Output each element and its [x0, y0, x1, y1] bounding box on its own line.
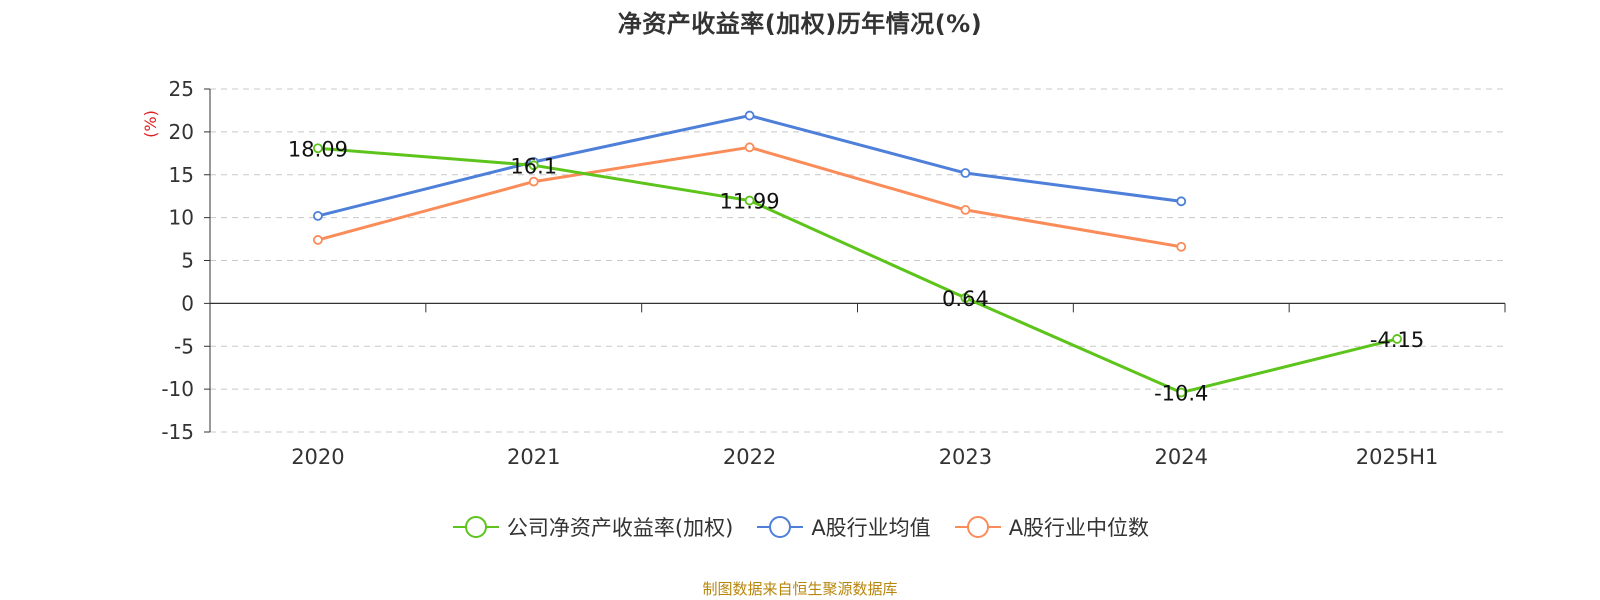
y-tick-label: 20 [169, 120, 194, 144]
y-tick-label: 10 [169, 206, 194, 230]
chart-title: 净资产收益率(加权)历年情况(%) [617, 10, 983, 38]
data-point-mean [744, 110, 755, 121]
data-point-company [960, 292, 971, 303]
y-tick-label: -10 [161, 377, 194, 401]
data-point-company [1176, 387, 1187, 398]
y-tick-label: 5 [181, 249, 194, 273]
data-point-mean [1176, 196, 1187, 207]
x-tick-label: 2020 [291, 445, 344, 469]
data-label: -4.15 [1370, 328, 1424, 352]
x-tick-label: 2022 [723, 445, 776, 469]
data-point-company [744, 195, 755, 206]
y-tick-label: 0 [181, 291, 194, 315]
y-axis-label: (%) [141, 110, 160, 138]
legend-item-company[interactable]: 公司净资产收益率(加权) [451, 512, 733, 542]
data-point-mean [313, 211, 323, 221]
x-tick-label: 2024 [1155, 445, 1208, 469]
data-point-median [744, 142, 755, 153]
data-label: 11.99 [720, 190, 780, 214]
y-tick-label: -5 [174, 334, 194, 358]
legend-item-mean[interactable]: A股行业均值 [755, 512, 931, 542]
data-label: -10.4 [1154, 382, 1208, 406]
y-tick-label: 25 [169, 77, 194, 101]
data-point-company [313, 143, 323, 154]
data-point-mean [960, 168, 971, 178]
data-point-company [528, 160, 539, 171]
legend-marker-median [954, 516, 1001, 538]
legend-item-median[interactable]: A股行业中位数 [953, 512, 1149, 542]
legend-label-company: 公司净资产收益率(加权) [506, 516, 734, 540]
y-tick-label: -15 [161, 420, 194, 444]
x-tick-label: 2021 [507, 445, 560, 469]
data-label: 16.1 [510, 154, 557, 178]
data-point-company [1392, 334, 1402, 344]
legend-marker-mean [757, 516, 804, 538]
data-label: 0.64 [942, 287, 989, 311]
data-source-note: 制图数据来自恒生聚源数据库 [702, 580, 898, 598]
legend-marker-company [452, 516, 499, 538]
x-tick-label: 2023 [939, 445, 992, 469]
y-tick-label: 15 [169, 163, 194, 187]
legend-label-median: A股行业中位数 [1008, 516, 1150, 540]
data-point-median [528, 176, 539, 187]
data-point-median [1176, 241, 1187, 252]
x-tick-label: 2025H1 [1356, 445, 1439, 469]
data-point-median [313, 235, 323, 245]
legend: 公司净资产收益率(加权) A股行业均值 A股行业中位数 [0, 512, 1600, 542]
legend-label-mean: A股行业均值 [811, 516, 931, 540]
data-point-median [960, 205, 971, 215]
data-label: 18.09 [288, 137, 348, 161]
series-line-company [317, 146, 1398, 395]
